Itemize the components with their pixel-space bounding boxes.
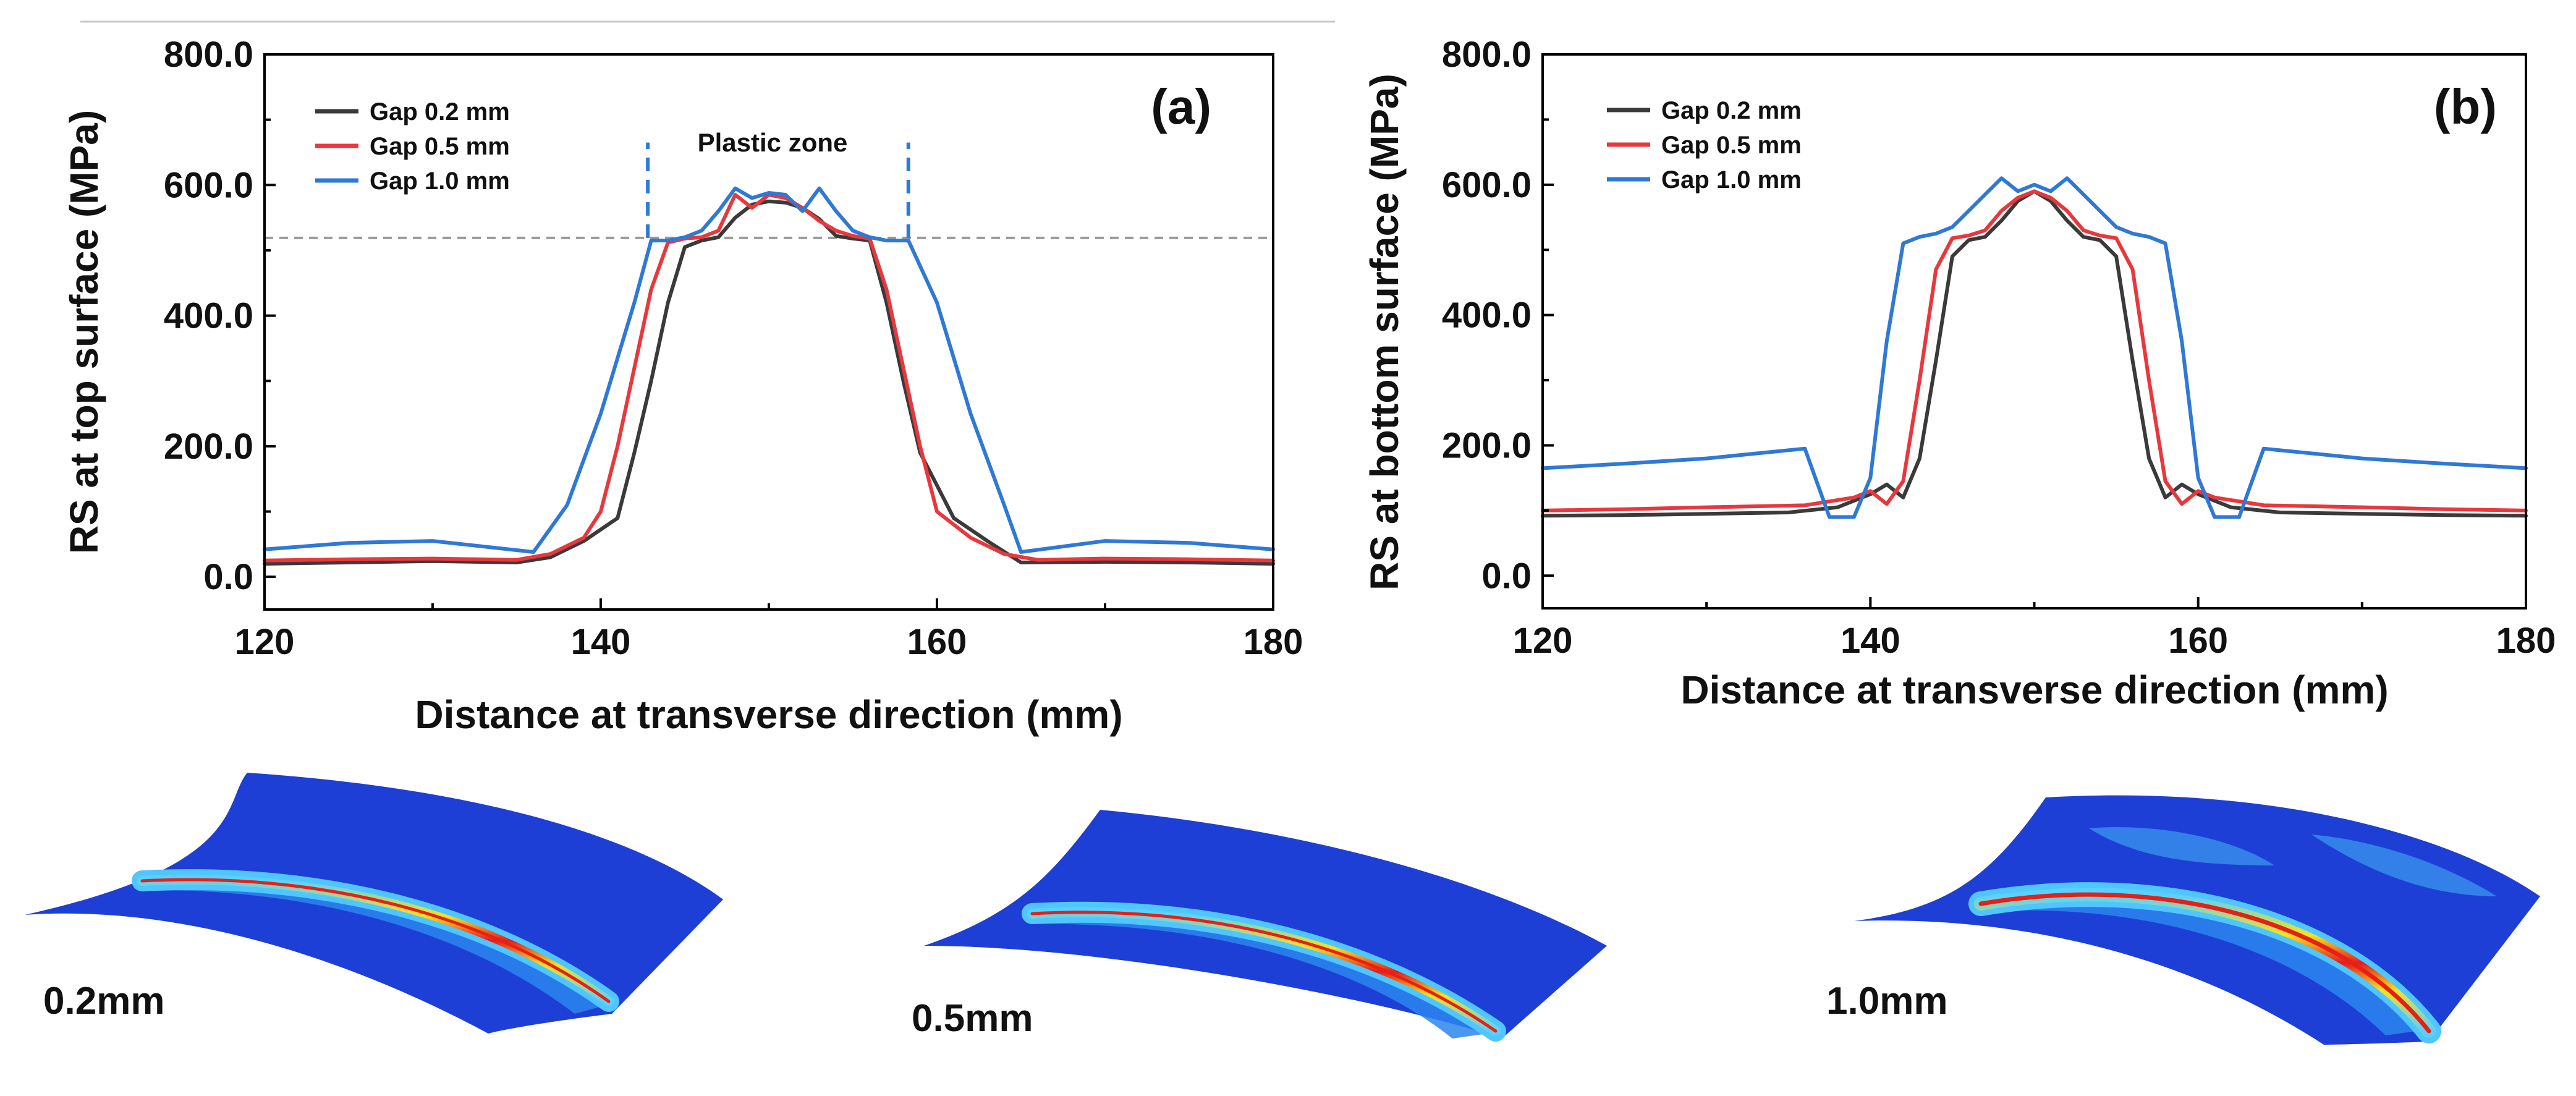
chart-b-series xyxy=(1541,176,2528,519)
chart-b-y-tick-label: 800.0 xyxy=(1442,35,1532,75)
chart-b-series-gap-0-5-mm xyxy=(1541,189,2528,512)
chart-b-y-tick-label: 600.0 xyxy=(1442,165,1532,205)
chart-b-legend: Gap 0.2 mm Gap 0.5 mm Gap 1.0 mm xyxy=(1607,97,1802,193)
plate-0-2mm-weld-core xyxy=(140,878,611,1003)
chart-a-grid xyxy=(432,54,1106,610)
chart-a-series-gap-1-0-mm xyxy=(263,186,1275,554)
chart-a-legend-label: Gap 0.5 mm xyxy=(370,133,510,160)
chart-b-y-axis-title: RS at bottom surface (MPa) xyxy=(1362,74,1407,590)
plate-1-0mm-weld-core xyxy=(1978,892,2431,1034)
chart-b-x-tick-label: 160 xyxy=(2168,621,2228,661)
chart-a-legend: Gap 0.2 mm Gap 0.5 mm Gap 1.0 mm xyxy=(315,98,510,195)
chart-b-panel-label: (b) xyxy=(2434,79,2497,134)
chart-a-panel-label: (a) xyxy=(1151,79,1211,134)
plate-label-0-2mm: 0.2mm xyxy=(43,980,164,1022)
plate-1-0mm-patch-1 xyxy=(2089,827,2274,865)
chart-b-x-axis-title: Distance at transverse direction (mm) xyxy=(1680,668,2388,712)
chart-b-series-gap-1-0-mm xyxy=(1541,176,2528,519)
stress-contour-plate-0-5mm: 0.5mm xyxy=(912,810,1607,1042)
plate-label-1-0mm: 1.0mm xyxy=(1826,980,1947,1022)
chart-a-y-tick-label: 200.0 xyxy=(164,427,253,467)
chart-a-series-gap-0-2-mm xyxy=(263,199,1275,566)
chart-panel-a: 120 140 160 180 0.0 200.0 400.0 600.0 800.0 Gap … xyxy=(62,35,1303,737)
stress-contour-plate-1-0mm: 1.0mm xyxy=(1826,795,2540,1045)
plate-label-0-5mm: 0.5mm xyxy=(912,997,1033,1040)
chart-a-y-tick-label: 600.0 xyxy=(164,165,253,205)
chart-b-y-tick-label: 400.0 xyxy=(1442,295,1532,336)
chart-a-x-axis-title: Distance at transverse direction (mm) xyxy=(415,692,1122,737)
chart-a-legend-label: Gap 0.2 mm xyxy=(370,98,510,125)
chart-a-y-tick-label: 400.0 xyxy=(164,296,253,336)
chart-a-legend-label: Gap 1.0 mm xyxy=(370,168,510,195)
chart-a-y-axis-title: RS at top surface (MPa) xyxy=(62,110,106,554)
chart-a-x-tick-label: 180 xyxy=(1244,622,1303,662)
chart-a-series xyxy=(263,186,1275,566)
chart-a-y-tick-label: 0.0 xyxy=(203,557,253,597)
plate-0-5mm-weld-core xyxy=(1030,911,1498,1033)
chart-b-grid xyxy=(1706,54,2363,608)
chart-b-legend-label: Gap 1.0 mm xyxy=(1661,166,1802,193)
chart-a-annotation-plastic-zone: Plastic zone xyxy=(698,128,848,157)
chart-a-reference-lines xyxy=(265,142,1273,239)
plate-1-0mm-patch-2 xyxy=(2311,835,2497,896)
chart-a-x-tick-label: 160 xyxy=(907,622,967,662)
chart-a-x-tick-label: 120 xyxy=(235,622,295,662)
chart-panel-b: 120 140 160 180 0.0 200.0 400.0 600.0 800.0 Gap … xyxy=(1362,35,2556,712)
chart-a-ticks: 120 140 160 180 0.0 200.0 400.0 600.0 800.0 xyxy=(164,35,1303,662)
chart-a-y-tick-label: 800.0 xyxy=(164,35,253,75)
chart-b-x-tick-label: 140 xyxy=(1841,621,1900,661)
chart-b-y-tick-label: 200.0 xyxy=(1442,425,1532,465)
chart-b-legend-label: Gap 0.2 mm xyxy=(1661,97,1802,124)
chart-b-y-tick-label: 0.0 xyxy=(1481,556,1532,596)
chart-b-ticks: 120 140 160 180 0.0 200.0 400.0 600.0 800.0 xyxy=(1442,35,2556,661)
chart-a-x-tick-label: 140 xyxy=(571,622,631,662)
chart-b-x-tick-label: 180 xyxy=(2496,621,2556,661)
chart-b-legend-label: Gap 0.5 mm xyxy=(1661,132,1802,159)
stress-contour-plate-0-2mm: 0.2mm xyxy=(25,773,723,1034)
chart-b-x-tick-label: 120 xyxy=(1513,621,1573,661)
